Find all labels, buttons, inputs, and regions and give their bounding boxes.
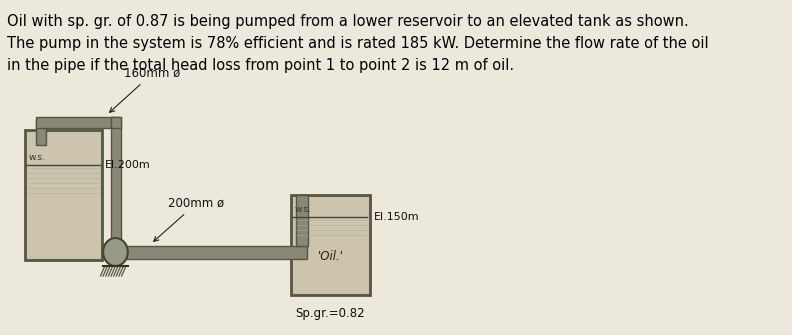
Circle shape — [103, 238, 128, 266]
Bar — [27, 133, 100, 257]
Bar — [296, 195, 307, 246]
Text: Oil with sp. gr. of 0.87 is being pumped from a lower reservoir to an elevated t: Oil with sp. gr. of 0.87 is being pumped… — [7, 14, 689, 29]
Bar — [291, 195, 370, 295]
Text: El.150m: El.150m — [374, 212, 419, 222]
Text: The pump in the system is 78% efficient and is rated 185 kW. Determine the flow : The pump in the system is 78% efficient … — [7, 36, 709, 51]
Text: 160mm ø: 160mm ø — [109, 67, 181, 112]
Text: Sp.gr.=0.82: Sp.gr.=0.82 — [295, 307, 365, 320]
Bar — [36, 117, 116, 128]
Text: El.200m: El.200m — [105, 160, 150, 170]
Bar — [111, 117, 120, 128]
Bar — [36, 120, 46, 145]
Text: in the pipe if the total head loss from point 1 to point 2 is 12 m of oil.: in the pipe if the total head loss from … — [7, 58, 514, 73]
Text: w.s.: w.s. — [295, 205, 311, 214]
Bar — [25, 130, 102, 260]
Text: 'Oil.': 'Oil.' — [318, 251, 344, 264]
Text: w.s.: w.s. — [29, 153, 45, 162]
Bar — [111, 117, 120, 252]
Bar — [294, 198, 367, 292]
Bar — [126, 246, 307, 259]
Text: 200mm ø: 200mm ø — [154, 197, 224, 241]
